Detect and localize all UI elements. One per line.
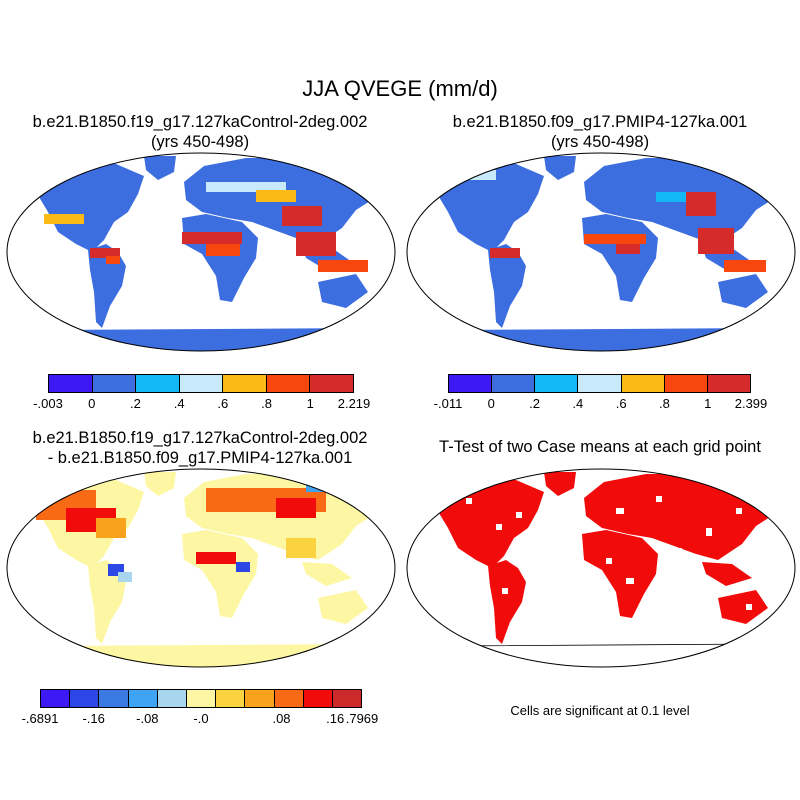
colorbar-tick-label: .6: [217, 396, 229, 411]
colorbar-tick-label: -.08: [136, 711, 159, 726]
colorbar-tick-label: .8: [261, 396, 272, 411]
figure-title: JJA QVEGE (mm/d): [302, 76, 498, 101]
panel4-title-line1: T-Test of two Case means at each grid po…: [439, 438, 761, 456]
colorbar-tick-label: 2.399: [734, 396, 768, 411]
colorbar-pmip4: [448, 374, 751, 393]
colorbar-swatch: [578, 375, 622, 392]
map-panel-ttest: [406, 468, 796, 668]
panel1-title-line2: (yrs 450-498): [150, 133, 250, 151]
colorbar-tick-label: 1: [306, 396, 314, 411]
panel4-title: T-Test of two Case means at each grid po…: [400, 437, 800, 457]
colorbar-swatch: [332, 690, 362, 707]
colorbar-tick-label: .16: [326, 711, 345, 726]
panel1-title-line1: b.e21.B1850.f19_g17.127kaControl-2deg.00…: [32, 113, 368, 131]
colorbar-swatch: [664, 375, 708, 392]
panel2-title: b.e21.B1850.f09_g17.PMIP4-127ka.001 (yrs…: [400, 112, 800, 152]
colorbar-tick-label: .08: [272, 711, 291, 726]
colorbar-swatch: [216, 690, 246, 707]
colorbar-swatch: [70, 690, 100, 707]
colorbar-tick-label: .2: [529, 396, 540, 411]
hotspots: [36, 478, 366, 582]
colorbar-swatch: [92, 375, 137, 392]
colorbar-tick-label: -.0: [193, 711, 209, 726]
colorbar-tick-label: .2: [130, 396, 141, 411]
colorbar-swatch: [535, 375, 579, 392]
colorbar-tick-label: -.003: [33, 396, 63, 411]
colorbar-swatch: [449, 375, 493, 392]
colorbar-swatch: [179, 375, 224, 392]
map-panel-pmip4: [406, 152, 796, 352]
colorbar-tick-label: 0: [88, 396, 96, 411]
colorbar-swatch: [136, 375, 180, 392]
panel3-title: b.e21.B1850.f19_g17.127kaControl-2deg.00…: [0, 428, 400, 468]
colorbar-swatch: [310, 375, 354, 392]
colorbar-tick-label: -.16: [82, 711, 105, 726]
colorbar-swatch: [186, 690, 217, 707]
colorbar-tick-label: .7969: [345, 711, 379, 726]
colorbar-swatch: [621, 375, 665, 392]
colorbar-swatch: [245, 690, 275, 707]
colorbar-swatch: [707, 375, 750, 392]
colorbar-swatch: [128, 690, 158, 707]
colorbar-control: [48, 374, 354, 393]
panel3-title-line1: b.e21.B1850.f19_g17.127kaControl-2deg.00…: [32, 429, 368, 447]
colorbar-difference: [40, 689, 362, 708]
colorbar-swatch: [492, 375, 536, 392]
insignificant-cells: [466, 496, 752, 610]
colorbar-swatch: [49, 375, 93, 392]
colorbar-tick-label: .4: [572, 396, 584, 411]
panel2-title-line1: b.e21.B1850.f09_g17.PMIP4-127ka.001: [452, 113, 748, 131]
map-panel-difference: [6, 468, 396, 668]
colorbar-tick-label: -.6891: [21, 711, 59, 726]
colorbar-tick-label: 0: [487, 396, 495, 411]
colorbar-tick-label: -.011: [433, 396, 463, 411]
colorbar-tick-label: 1: [704, 396, 712, 411]
colorbar-swatch: [303, 690, 333, 707]
colorbar-swatch: [41, 690, 71, 707]
colorbar-swatch: [223, 375, 267, 392]
colorbar-swatch: [157, 690, 187, 707]
colorbar-swatch: [99, 690, 129, 707]
colorbar-tick-label: .4: [173, 396, 185, 411]
panel3-title-line2: - b.e21.B1850.f09_g17.PMIP4-127ka.001: [47, 449, 353, 467]
colorbar-swatch: [266, 375, 311, 392]
colorbar-tick-label: .8: [659, 396, 670, 411]
map-panel-control: [6, 152, 396, 352]
panel2-title-line2: (yrs 450-498): [550, 133, 650, 151]
significance-note: Cells are significant at 0.1 level: [510, 703, 690, 718]
hotspots: [466, 170, 766, 272]
hotspots: [44, 182, 368, 272]
colorbar-tick-label: 2.219: [337, 396, 371, 411]
panel1-title: b.e21.B1850.f19_g17.127kaControl-2deg.00…: [0, 112, 400, 152]
colorbar-tick-label: .6: [615, 396, 627, 411]
colorbar-swatch: [274, 690, 304, 707]
